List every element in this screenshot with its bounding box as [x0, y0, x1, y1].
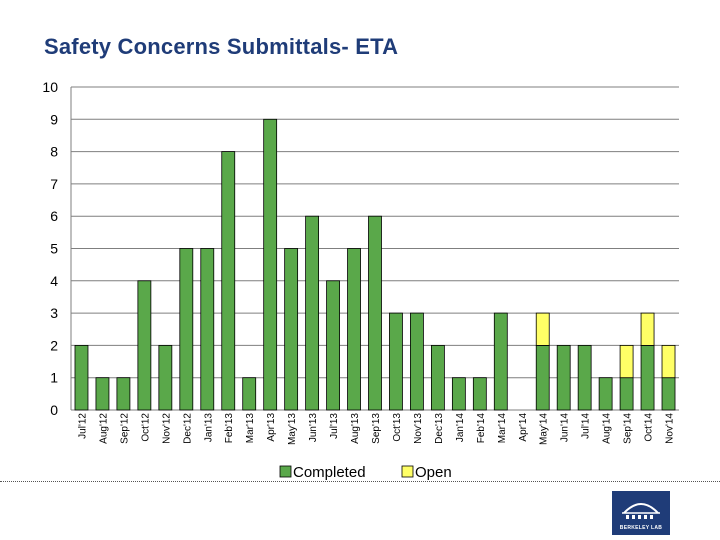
bar-completed [221, 151, 236, 411]
bar-completed [493, 312, 508, 411]
bar-completed [263, 118, 278, 411]
x-tick-label: Nov'13 [413, 413, 424, 444]
bar-completed [305, 215, 320, 411]
bar-completed [368, 215, 382, 411]
x-tick-label: Feb'13 [224, 413, 235, 444]
bar-completed [137, 280, 152, 411]
y-tick-label: 3 [50, 305, 58, 321]
bar-open [661, 344, 676, 379]
bar-open [535, 312, 550, 346]
bar-completed [116, 377, 131, 411]
x-tick-label: Feb'14 [476, 413, 487, 444]
x-tick-label: Jan'13 [203, 413, 214, 443]
x-tick-label: Mar'14 [497, 413, 508, 444]
logo-text: BERKELEY LAB [619, 525, 663, 531]
bar-completed [284, 248, 299, 411]
x-tick-label: Apr'13 [266, 413, 277, 442]
x-tick-label: Jul'12 [77, 413, 88, 439]
bar-completed [640, 344, 655, 411]
bar-completed [326, 280, 340, 411]
bar-completed [95, 377, 110, 411]
x-tick-label: May'14 [539, 413, 550, 445]
x-tick-label: Oct'12 [140, 413, 151, 442]
bar-completed [598, 377, 613, 411]
bar-open [619, 344, 634, 379]
bar-completed [661, 377, 676, 411]
legend-swatch-open [401, 465, 414, 478]
y-tick-label: 1 [50, 370, 58, 386]
bar-completed [430, 344, 445, 411]
x-tick-label: Oct'13 [392, 413, 403, 442]
y-tick-label: 8 [50, 144, 58, 160]
bar-completed [158, 344, 173, 411]
berkeley-lab-logo: BERKELEY LAB [612, 491, 670, 535]
bar-completed [410, 312, 424, 411]
building-icon [622, 503, 660, 519]
bar-completed [577, 344, 592, 411]
y-tick-label: 5 [50, 241, 58, 257]
x-tick-label: Sep'14 [623, 413, 634, 444]
x-tick-label: Nov'14 [665, 413, 676, 444]
legend-label-open: Open [415, 464, 452, 481]
bar-open [640, 312, 655, 346]
bar-completed [451, 377, 466, 411]
y-tick-label: 0 [50, 402, 58, 418]
x-tick-label: Sep'12 [119, 413, 130, 444]
x-tick-label: Jun'14 [560, 413, 571, 443]
x-tick-label: Mar'13 [245, 413, 256, 444]
divider [0, 481, 720, 482]
x-tick-label: Jul'13 [329, 413, 340, 439]
x-tick-label: Aug'12 [98, 413, 109, 444]
chart: 0 1 2 3 4 5 6 7 8 9 10 Jul'12 Aug'12 Sep'12 Oct'12 Nov'… [42, 79, 679, 481]
x-tick-label: Jul'14 [581, 413, 592, 439]
y-tick-label: 6 [50, 208, 58, 224]
bar-completed [619, 377, 634, 411]
x-tick-label: Apr'14 [518, 413, 529, 442]
bar-completed [389, 312, 403, 411]
bar-completed [535, 344, 550, 411]
x-tick-label: Oct'14 [644, 413, 655, 442]
x-tick-label: Nov'12 [161, 413, 172, 444]
x-tick-label: Aug'14 [602, 413, 613, 444]
page-title: Safety Concerns Submittals- ETA [44, 34, 399, 59]
bar-completed [242, 377, 257, 411]
legend-label-completed: Completed [293, 464, 366, 481]
x-tick-label: Dec'12 [182, 413, 193, 444]
x-tick-label: Jan'14 [455, 413, 466, 443]
y-tick-label: 7 [50, 176, 58, 192]
bar-completed [74, 344, 89, 411]
y-tick-label: 2 [50, 337, 58, 353]
x-tick-label: Sep'13 [371, 413, 382, 444]
bar-completed [556, 344, 571, 411]
legend-swatch-completed [279, 465, 292, 478]
bar-completed [200, 248, 215, 411]
x-tick-label: Jun'13 [308, 413, 319, 443]
y-tick-label: 4 [50, 273, 58, 289]
x-tick-label: May'13 [287, 413, 298, 445]
y-tick-label: 9 [50, 111, 58, 127]
bar-completed [347, 248, 361, 411]
bar-completed [179, 248, 194, 411]
bar-completed [472, 377, 487, 411]
x-tick-label: Dec'13 [434, 413, 445, 444]
x-tick-label: Aug'13 [350, 413, 361, 444]
y-tick-label: 10 [42, 79, 58, 95]
